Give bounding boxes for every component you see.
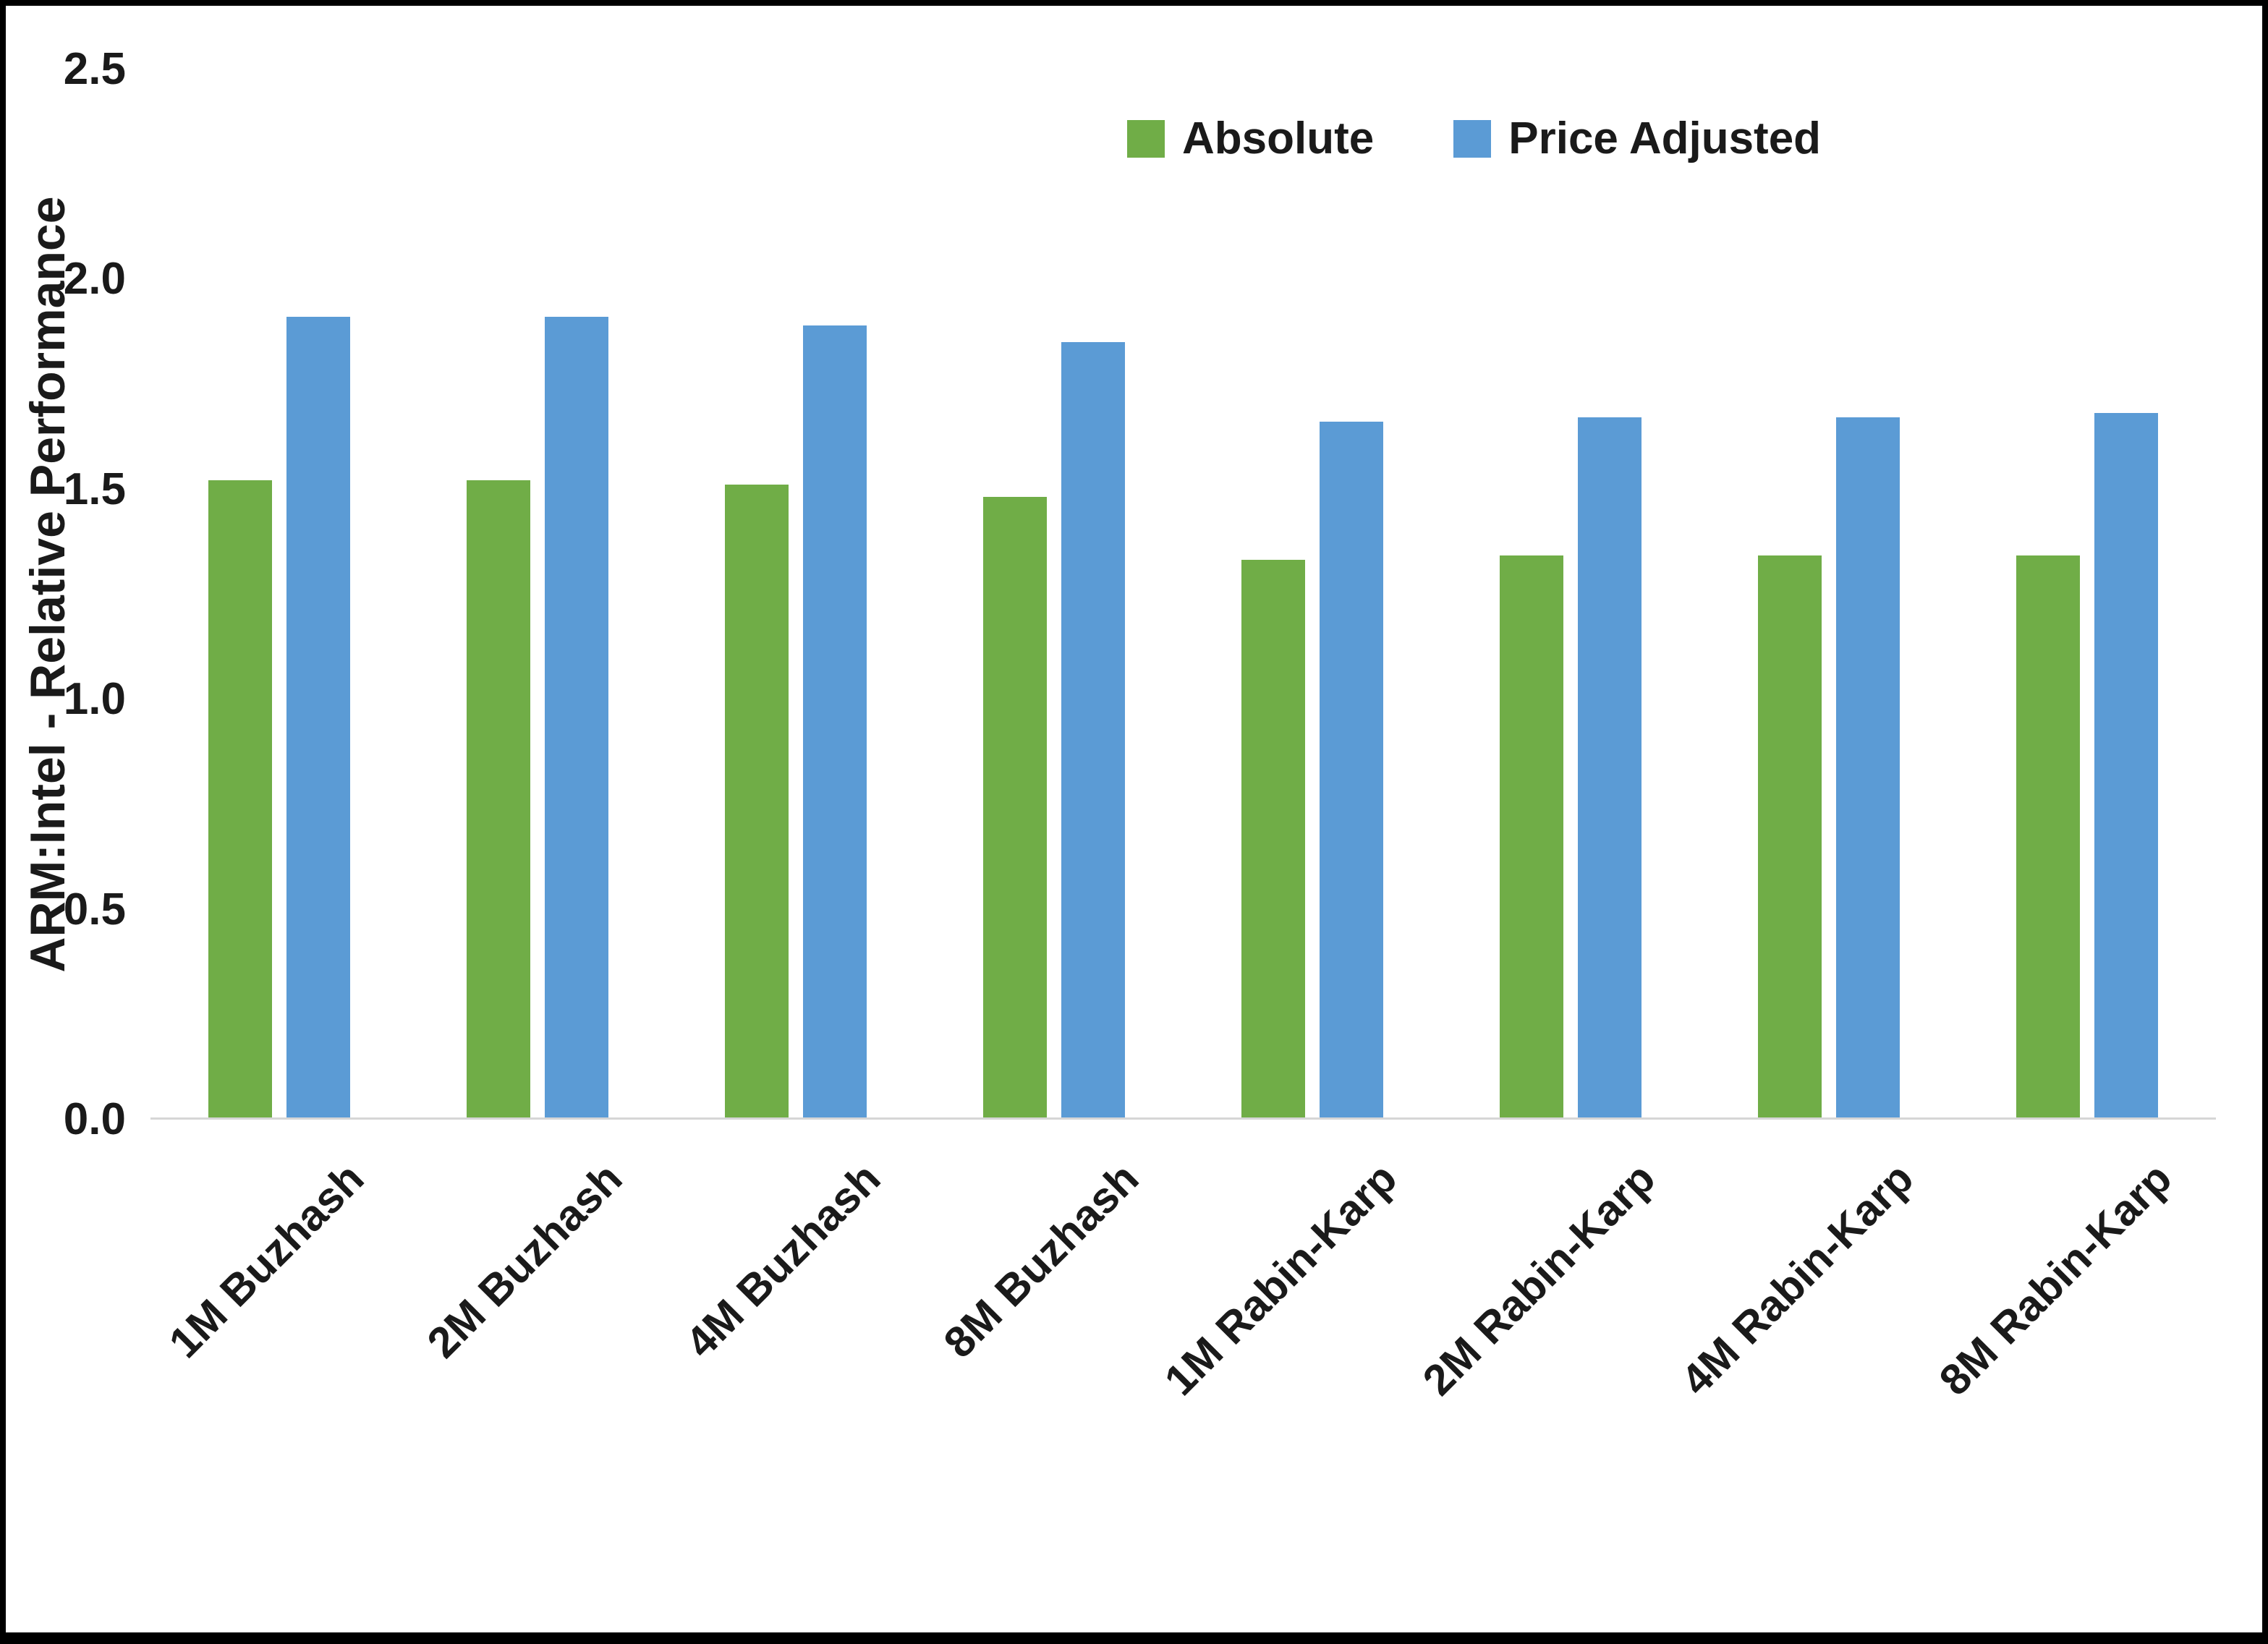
bar-price-adjusted [286, 316, 351, 1117]
x-category-label: 2M Buzhash [417, 1154, 632, 1368]
bar-group [2016, 69, 2158, 1117]
bar-absolute [1241, 560, 1305, 1117]
y-tick-label: 0.0 [63, 1094, 126, 1144]
legend-swatch-price-adjusted-icon [1453, 119, 1492, 158]
legend-item-price-adjusted: Price Adjusted [1453, 113, 1821, 164]
x-category-label: 1M Rabin-Karp [1155, 1154, 1406, 1405]
x-axis-labels: 1M Buzhash 2M Buzhash 4M Buzhash 8M Buzhash… [150, 1125, 2216, 1574]
x-category-label: 1M Buzhash [160, 1154, 373, 1368]
bar-absolute [1757, 555, 1822, 1117]
bar-absolute [2016, 555, 2080, 1117]
x-category-label: 8M Buzhash [934, 1154, 1148, 1368]
bar-price-adjusted [1577, 417, 1641, 1117]
y-axis-ticks: 0.0 0.5 1.0 1.5 2.0 2.5 [6, 47, 130, 1142]
bar-price-adjusted [1835, 417, 1900, 1117]
legend-item-absolute: Absolute [1127, 113, 1374, 164]
y-tick-label: 2.5 [63, 44, 126, 94]
bar-group [1499, 69, 1641, 1117]
bar-price-adjusted [1061, 341, 1126, 1117]
y-tick-label: 0.5 [63, 884, 126, 934]
x-category-label: 8M Rabin-Karp [1929, 1154, 2181, 1405]
bar-absolute [1499, 555, 1563, 1117]
bar-group [1241, 69, 1383, 1117]
bar-group [983, 69, 1126, 1117]
bar-group [467, 69, 609, 1117]
legend-swatch-absolute-icon [1127, 119, 1165, 158]
bar-group [208, 69, 351, 1117]
bar-absolute [725, 484, 789, 1117]
bar-absolute [208, 480, 273, 1117]
bar-absolute [983, 497, 1048, 1117]
y-tick-label: 1.5 [63, 464, 126, 514]
legend-label-price-adjusted: Price Adjusted [1508, 114, 1822, 163]
bar-group [1757, 69, 1900, 1117]
bar-price-adjusted [545, 316, 609, 1117]
x-category-label: 4M Rabin-Karp [1671, 1154, 1923, 1405]
legend-label-absolute: Absolute [1182, 114, 1375, 163]
bar-price-adjusted [803, 325, 867, 1117]
y-tick-label: 1.0 [63, 674, 126, 725]
y-tick-label: 2.0 [63, 254, 126, 304]
x-category-label: 4M Buzhash [676, 1154, 890, 1368]
bar-group [725, 69, 867, 1117]
bar-price-adjusted [1319, 421, 1383, 1117]
legend: Absolute Price Adjusted [1127, 113, 1821, 164]
plot-area [150, 69, 2216, 1120]
bar-absolute [467, 480, 531, 1117]
x-category-label: 2M Rabin-Karp [1413, 1154, 1665, 1405]
bar-price-adjusted [2094, 413, 2158, 1117]
